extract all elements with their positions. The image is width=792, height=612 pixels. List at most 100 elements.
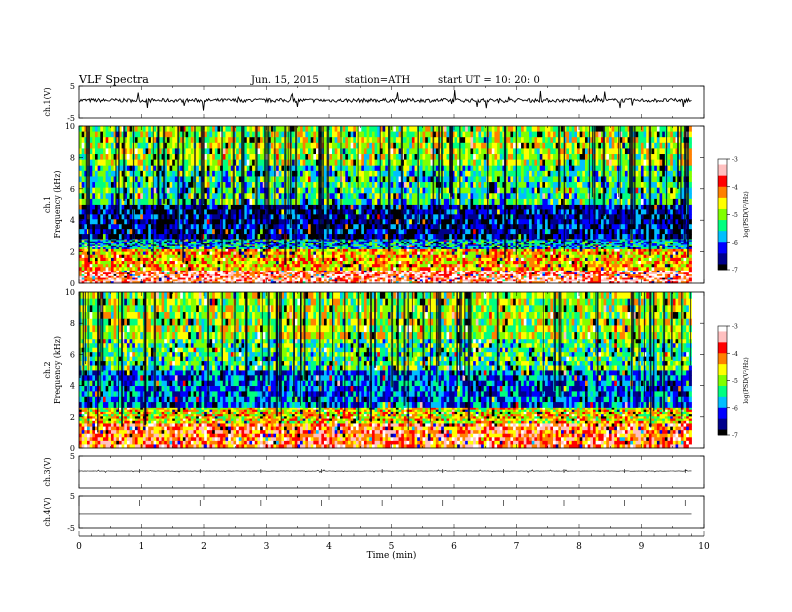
spectrogram-cell	[422, 277, 426, 280]
spectrogram-cell	[345, 277, 349, 280]
spectrogram-cell	[222, 254, 226, 259]
spectrogram-cell	[236, 248, 240, 252]
spectrogram-cell	[220, 257, 224, 262]
spectrogram-cell	[497, 272, 501, 275]
spectrogram-cell	[284, 270, 288, 273]
spectrogram-cell	[409, 277, 413, 280]
spectrogram-cell	[193, 274, 197, 277]
spectrogram-cell	[377, 248, 381, 252]
spectrogram-cell	[563, 264, 567, 268]
spectrogram-cell	[286, 277, 290, 280]
spectrogram-cell	[209, 251, 213, 256]
spectrogram-cell	[470, 248, 474, 252]
spectrogram-cell	[225, 248, 229, 252]
spectrogram-cell	[196, 274, 200, 277]
spectrogram-cell	[169, 270, 173, 273]
spectrogram-cell	[648, 277, 652, 280]
spectrogram-cell	[481, 279, 485, 282]
spectrogram-cell	[339, 279, 344, 282]
spectrogram-cell	[89, 248, 93, 252]
spectrogram-cell	[409, 251, 413, 256]
spectrogram-cell	[590, 264, 594, 268]
spectrogram-cell	[670, 247, 674, 249]
spectrogram-cell	[462, 277, 466, 280]
spectrogram-cell	[417, 279, 421, 282]
spectrogram-cell	[169, 279, 173, 282]
spectrogram-cell	[494, 251, 498, 256]
spectrogram-cell	[214, 254, 218, 259]
spectrogram-cell	[286, 275, 290, 279]
spectrogram-cell	[126, 279, 130, 282]
spectrogram-cell	[531, 274, 535, 277]
spectrogram-cell	[110, 277, 115, 280]
spectrogram-cell	[643, 264, 647, 268]
spectrogram-cell	[433, 247, 437, 249]
spectrogram-cell	[579, 279, 583, 282]
spectrogram-cell	[214, 277, 218, 280]
spectrogram-cell	[638, 261, 642, 265]
spectrogram-cell	[576, 251, 581, 256]
spectrogram-cell	[278, 264, 282, 268]
spectrogram-cell	[467, 270, 471, 273]
spectrogram-cell	[600, 251, 605, 256]
spectrogram-cell	[268, 279, 272, 282]
spectrogram-cell	[201, 267, 205, 271]
spectrogram-cell	[321, 264, 325, 268]
spectrogram-cell	[182, 267, 186, 271]
spectrogram-cell	[646, 275, 650, 279]
spectrogram-cell	[132, 275, 136, 279]
spectrogram-cell	[148, 274, 152, 277]
spectrogram-cell	[459, 277, 463, 280]
spectrogram-cell	[292, 248, 296, 252]
spectrogram-cell	[619, 281, 623, 284]
spectrogram-cell	[411, 247, 415, 249]
spectrogram-cell	[337, 281, 341, 284]
spectrogram-cell	[481, 272, 485, 275]
spectrogram-cell	[140, 261, 144, 265]
spectrogram-cell	[427, 277, 431, 280]
spectrogram-cell	[339, 275, 344, 279]
spectrogram-cell	[608, 257, 613, 262]
spectrogram-cell	[329, 275, 333, 279]
spectrogram-cell	[353, 261, 357, 265]
spectrogram-cell	[584, 270, 589, 273]
spectrogram-cell	[574, 267, 578, 271]
spectrogram-cell	[539, 264, 543, 268]
spectrogram-cell	[281, 251, 285, 256]
spectrogram-cell	[470, 277, 474, 280]
spectrogram-cell	[539, 275, 543, 279]
spectrogram-cell	[153, 279, 157, 282]
spectrogram-cell	[590, 257, 594, 262]
spectrogram-cell	[316, 251, 320, 256]
spectrogram-cell	[656, 247, 660, 249]
spectrogram-cell	[222, 281, 226, 284]
spectrogram-cell	[249, 254, 253, 259]
spectrogram-cell	[108, 248, 112, 252]
spectrogram-cell	[92, 270, 96, 273]
spectrogram-cell	[337, 275, 341, 279]
spectrogram-cell	[595, 264, 599, 268]
spectrogram-cell	[257, 261, 261, 265]
spectrogram-cell	[350, 275, 354, 279]
spectrogram-cell	[324, 267, 328, 271]
spectrogram-cell	[646, 261, 650, 265]
spectrogram-cell	[220, 264, 224, 268]
spectrogram-cell	[566, 247, 570, 249]
spectrogram-cell	[276, 248, 280, 252]
spectrogram-cell	[398, 281, 402, 284]
spectrogram-cell	[140, 257, 144, 262]
spectrogram-cell	[270, 251, 274, 256]
spectrogram-cell	[454, 277, 458, 280]
spectrogram-cell	[108, 267, 112, 271]
spectrogram-cell	[102, 270, 107, 273]
spectrogram-cell	[624, 251, 628, 256]
spectrogram-cell	[537, 279, 541, 282]
spectrogram-cell	[249, 272, 253, 275]
spectrogram-cell	[457, 251, 461, 256]
spectrogram-cell	[473, 257, 477, 262]
spectrogram-cell	[438, 248, 442, 252]
spectrogram-cell	[222, 277, 226, 280]
spectrogram-cell	[531, 264, 535, 268]
spectrogram-cell	[129, 279, 133, 282]
spectrogram-cell	[648, 272, 652, 275]
